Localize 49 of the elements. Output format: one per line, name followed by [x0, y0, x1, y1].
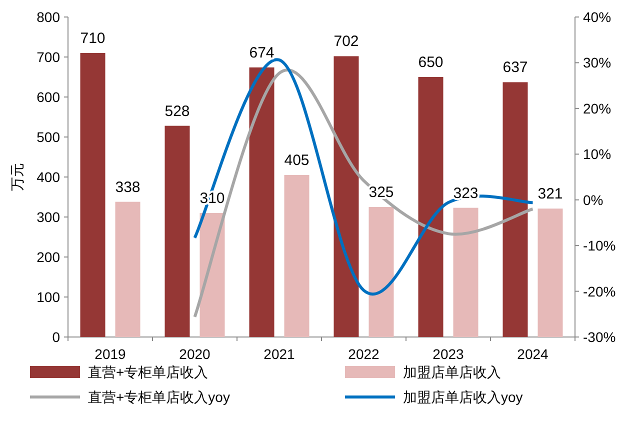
y-tick-label: 800 [36, 9, 60, 25]
直营+专柜单店收入: 710 [80, 30, 106, 47]
bar [115, 202, 140, 337]
y2-tick-label: -20% [583, 283, 616, 300]
加盟店单店收入: 338 [115, 178, 140, 196]
x-tick-label: 2022 [348, 346, 380, 362]
y-axis-title: 万元 [9, 163, 25, 191]
bar [284, 175, 310, 337]
y2-tick-label: 0% [583, 192, 604, 208]
bar [368, 207, 394, 337]
y2-tick-label: 40% [583, 9, 612, 25]
bar [249, 67, 274, 337]
y-tick-label: 0 [52, 329, 60, 345]
y-tick-label: 100 [36, 289, 60, 305]
直营+专柜单店收入: 702 [334, 33, 359, 50]
bar [502, 82, 528, 337]
x-tick-label: 2024 [517, 346, 549, 362]
legend-label: 加盟店单店收入yoy [403, 389, 523, 405]
直营+专柜单店收入: 650 [418, 54, 444, 71]
bar [334, 56, 359, 337]
直营+专柜单店收入: 528 [164, 102, 190, 120]
x-tick-label: 2020 [179, 346, 211, 362]
legend-label: 直营+专柜单店收入 [88, 364, 208, 380]
y-tick-label: 200 [36, 249, 60, 265]
x-tick-label: 2019 [94, 346, 126, 362]
加盟店单店收入: 325 [368, 184, 394, 201]
y2-tick-label: 10% [583, 146, 612, 162]
y2-tick-label: -30% [583, 329, 616, 345]
加盟店单店收入: 321 [538, 186, 563, 203]
y-tick-label: 500 [36, 129, 60, 145]
bar [80, 53, 106, 337]
bar [418, 77, 444, 337]
加盟店单店收入: 405 [284, 152, 310, 169]
y-tick-label: 300 [36, 209, 60, 225]
直营+专柜单店收入: 674 [249, 44, 274, 62]
legend-label: 加盟店单店收入 [403, 364, 501, 380]
y-tick-label: 400 [36, 169, 60, 185]
y-tick-label: 700 [36, 49, 60, 65]
y2-tick-label: 30% [583, 54, 612, 71]
x-tick-label: 2023 [432, 346, 464, 362]
legend-label: 直营+专柜单店收入yoy [88, 389, 230, 405]
y-tick-label: 600 [36, 89, 60, 105]
直营+专柜单店收入: 637 [502, 59, 528, 76]
bar [453, 208, 478, 337]
y2-tick-label: 20% [583, 100, 612, 116]
x-tick-label: 2021 [264, 346, 296, 362]
bar [164, 126, 190, 337]
y2-tick-label: -10% [583, 238, 616, 254]
bar [538, 208, 563, 337]
